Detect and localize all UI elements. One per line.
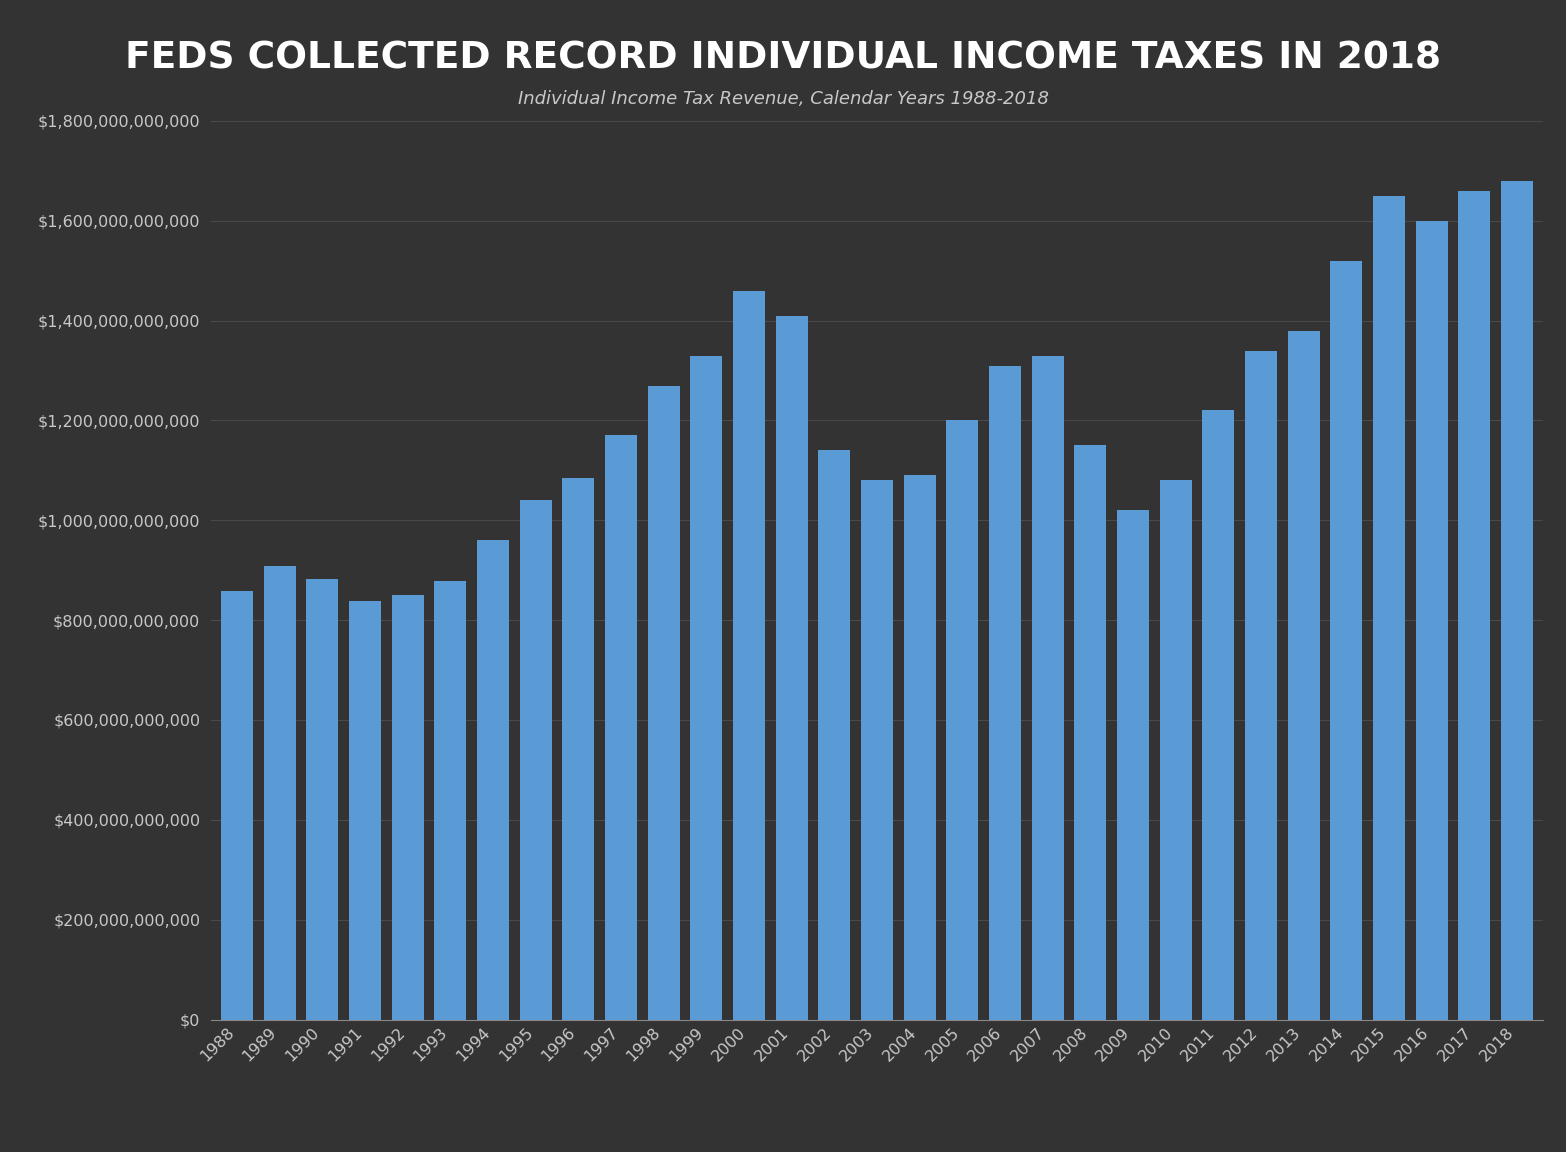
- Bar: [263, 566, 296, 1020]
- Bar: [1245, 350, 1276, 1020]
- Bar: [1032, 356, 1063, 1020]
- Bar: [1330, 260, 1362, 1020]
- Bar: [520, 500, 551, 1020]
- Bar: [1373, 196, 1405, 1020]
- Bar: [819, 450, 850, 1020]
- Bar: [1159, 480, 1192, 1020]
- Text: Individual Income Tax Revenue, Calendar Years 1988-2018: Individual Income Tax Revenue, Calendar …: [517, 90, 1049, 108]
- Bar: [307, 579, 338, 1020]
- Bar: [1500, 181, 1533, 1020]
- Text: FEDS COLLECTED RECORD INDIVIDUAL INCOME TAXES IN 2018: FEDS COLLECTED RECORD INDIVIDUAL INCOME …: [125, 40, 1441, 76]
- Bar: [1287, 331, 1320, 1020]
- Bar: [990, 365, 1021, 1020]
- Bar: [648, 386, 680, 1020]
- Bar: [1203, 410, 1234, 1020]
- Bar: [1117, 510, 1149, 1020]
- Bar: [434, 581, 467, 1020]
- Bar: [1416, 221, 1447, 1020]
- Bar: [392, 596, 424, 1020]
- Bar: [1458, 191, 1491, 1020]
- Bar: [691, 356, 722, 1020]
- Bar: [1074, 446, 1106, 1020]
- Bar: [733, 290, 764, 1020]
- Bar: [775, 316, 808, 1020]
- Bar: [946, 420, 979, 1020]
- Bar: [562, 478, 595, 1020]
- Bar: [221, 591, 254, 1020]
- Bar: [478, 540, 509, 1020]
- Bar: [349, 600, 381, 1020]
- Bar: [861, 480, 893, 1020]
- Bar: [904, 476, 935, 1020]
- Bar: [604, 435, 637, 1020]
